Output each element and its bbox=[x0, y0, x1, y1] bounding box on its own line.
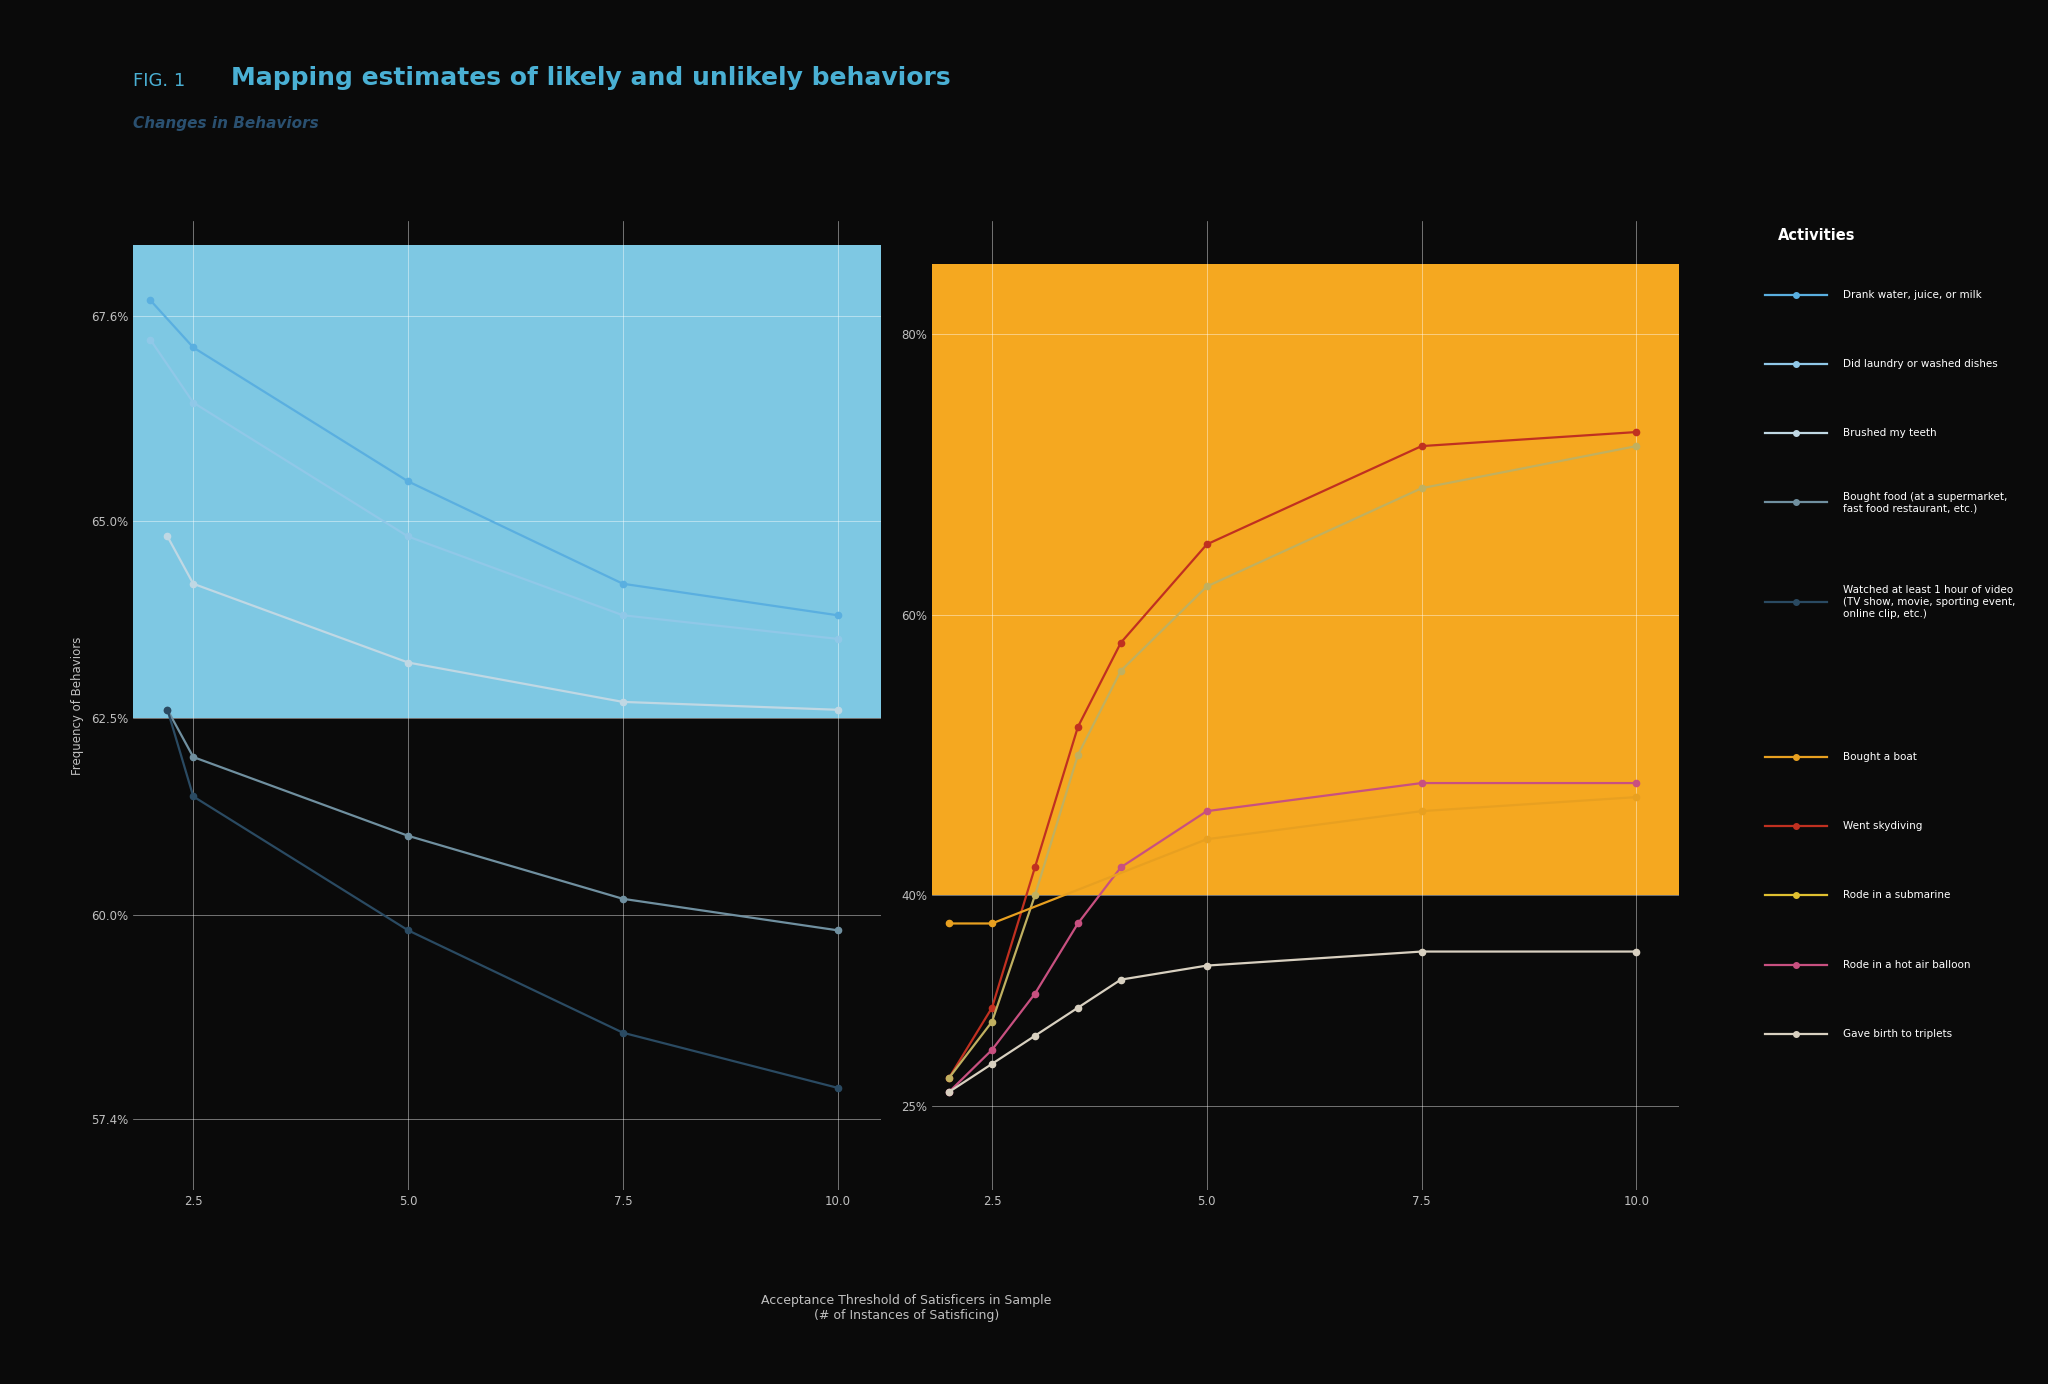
Text: Gave birth to triplets: Gave birth to triplets bbox=[1843, 1028, 1952, 1039]
Bar bbox=[133, 245, 881, 718]
Text: Went skydiving: Went skydiving bbox=[1843, 821, 1923, 832]
Text: Activities: Activities bbox=[1778, 228, 1855, 244]
Text: Watched at least 1 hour of video
(TV show, movie, sporting event,
online clip, e: Watched at least 1 hour of video (TV sho… bbox=[1843, 585, 2015, 619]
Bar bbox=[932, 263, 1679, 895]
Text: FIG. 1: FIG. 1 bbox=[133, 72, 190, 90]
Text: Changes in Behaviors: Changes in Behaviors bbox=[133, 116, 319, 131]
Text: Rode in a submarine: Rode in a submarine bbox=[1843, 890, 1950, 901]
Y-axis label: Frequency of Behaviors: Frequency of Behaviors bbox=[72, 637, 84, 775]
Text: Drank water, juice, or milk: Drank water, juice, or milk bbox=[1843, 289, 1982, 300]
Text: Did laundry or washed dishes: Did laundry or washed dishes bbox=[1843, 358, 1999, 370]
Text: Rode in a hot air balloon: Rode in a hot air balloon bbox=[1843, 959, 1970, 970]
Text: Acceptance Threshold of Satisficers in Sample
(# of Instances of Satisficing): Acceptance Threshold of Satisficers in S… bbox=[762, 1294, 1051, 1322]
Text: Mapping estimates of likely and unlikely behaviors: Mapping estimates of likely and unlikely… bbox=[231, 66, 950, 90]
Text: Bought a boat: Bought a boat bbox=[1843, 752, 1917, 763]
Text: Bought food (at a supermarket,
fast food restaurant, etc.): Bought food (at a supermarket, fast food… bbox=[1843, 491, 2007, 513]
Text: Brushed my teeth: Brushed my teeth bbox=[1843, 428, 1937, 439]
